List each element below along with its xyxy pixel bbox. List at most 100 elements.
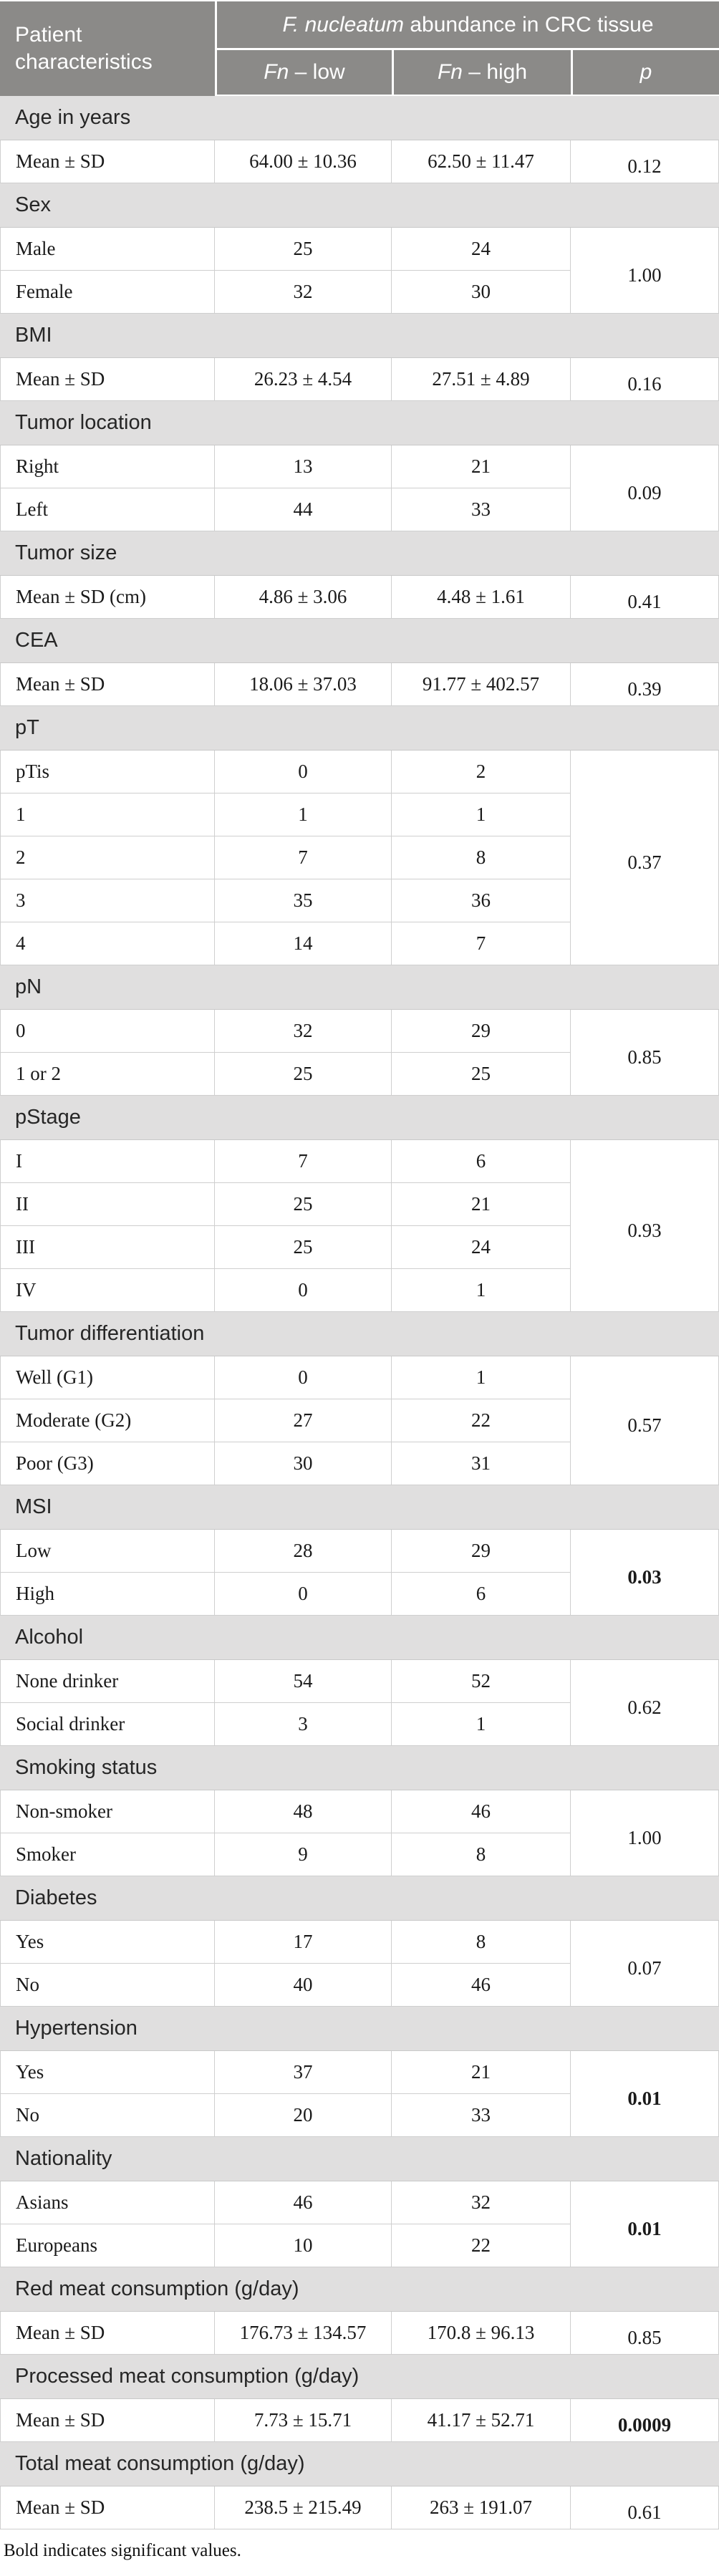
row-label-cell: Mean ± SD [0,2399,215,2442]
fn-low-value-cell: 238.5 ± 215.49 [215,2486,392,2529]
fn-low-value-cell: 14 [215,922,392,965]
p-value-cell: 0.61 [571,2486,719,2529]
fn-high-value-cell: 29 [392,1530,571,1573]
fn-low-value-cell: 28 [215,1530,392,1573]
fn-low-value-cell: 48 [215,1790,392,1833]
fn-low-value-cell: 0 [215,1356,392,1399]
section-label: Alcohol [0,1616,719,1660]
fn-high-value-cell: 46 [392,1964,571,2007]
row-label-cell: High [0,1573,215,1616]
fn-low-rest-text: – low [289,60,345,84]
table-row: pTis 0 2 0.37 [0,751,719,965]
table-footnote: Bold indicates significant values. [4,2541,241,2560]
row-label-cell: Right [0,445,215,488]
fn-low-value-cell: 40 [215,1964,392,2007]
fn-low-value-cell: 37 [215,2051,392,2094]
fn-high-value-cell: 8 [392,1921,571,1964]
section-header-row: pStage [0,1096,719,1140]
fn-low-value-cell: 20 [215,2094,392,2137]
header-row-1: Patient characteristics F. nucleatum abu… [0,1,719,96]
table-row: 0 32 29 0.85 [0,1010,719,1096]
fn-low-value-cell: 35 [215,879,392,922]
fn-low-value-cell: 13 [215,445,392,488]
fn-high-value-cell: 46 [392,1790,571,1833]
header-fn-low: Fn – low [215,50,392,96]
fn-low-value-cell: 17 [215,1921,392,1964]
table-row: II 25 21 [0,1183,719,1226]
row-label-cell: Mean ± SD [0,140,215,183]
row-label-cell: Social drinker [0,1703,215,1746]
p-value-cell: 0.37 [571,751,719,965]
section-header-row: Red meat consumption (g/day) [0,2267,719,2312]
table-row: Well (G1) 0 1 0.57 [0,1356,719,1485]
section-header-row: Tumor location [0,401,719,445]
table-row: Mean ± SD 64.00 ± 10.36 62.50 ± 11.47 0.12 [0,140,719,183]
row-label-cell: Mean ± SD [0,2486,215,2529]
table-header: Patient characteristics F. nucleatum abu… [0,1,719,96]
section-label: Total meat consumption (g/day) [0,2442,719,2486]
table-row: Mean ± SD (cm) 4.86 ± 3.06 4.48 ± 1.61 0.41 [0,576,719,619]
fn-low-value-cell: 54 [215,1660,392,1703]
table-row: 3 35 36 [0,879,719,922]
row-label-cell: pTis [0,751,215,793]
section-label: Diabetes [0,1876,719,1921]
table-row: 1 or 2 25 25 [0,1053,719,1096]
row-label-cell: Mean ± SD [0,2312,215,2355]
header-fn-high: Fn – high [392,50,571,96]
table-row: Mean ± SD 18.06 ± 37.03 91.77 ± 402.57 0.39 [0,663,719,706]
row-label-cell: Female [0,271,215,314]
section-header-row: BMI [0,314,719,358]
section-header-row: pT [0,706,719,751]
row-label-cell: 4 [0,922,215,965]
fn-high-value-cell: 6 [392,1140,571,1183]
row-label-cell: Mean ± SD (cm) [0,576,215,619]
table-row: Non-smoker 48 46 1.00 [0,1790,719,1876]
p-value-cell: 0.41 [571,576,719,619]
section-label: BMI [0,314,719,358]
table-row: Mean ± SD 26.23 ± 4.54 27.51 ± 4.89 0.16 [0,358,719,401]
fn-high-value-cell: 263 ± 191.07 [392,2486,571,2529]
section-header-row: Tumor differentiation [0,1312,719,1356]
fn-high-value-cell: 62.50 ± 11.47 [392,140,571,183]
fn-low-value-cell: 0 [215,1573,392,1616]
fn-italic-text: Fn [264,60,289,84]
table-body: Age in years Mean ± SD 64.00 ± 10.36 62.50 … [0,96,719,2529]
fn-high-value-cell: 33 [392,2094,571,2137]
fn-low-value-cell: 0 [215,1269,392,1312]
fn-high-value-cell: 1 [392,1703,571,1746]
fn-high-value-cell: 22 [392,1399,571,1442]
fn-high-rest-text: – high [462,60,528,84]
table-row: Smoker 9 8 [0,1833,719,1876]
header-p-value: p [571,50,719,96]
section-header-row: Processed meat consumption (g/day) [0,2355,719,2399]
fn-low-value-cell: 7 [215,836,392,879]
fn-high-value-cell: 33 [392,488,571,531]
table-row: Mean ± SD 7.73 ± 15.71 41.17 ± 52.71 0.0009 [0,2399,719,2442]
fn-high-value-cell: 24 [392,228,571,271]
table-row: Europeans 10 22 [0,2224,719,2267]
fn-high-value-cell: 4.48 ± 1.61 [392,576,571,619]
fn-low-value-cell: 7.73 ± 15.71 [215,2399,392,2442]
fn-high-value-cell: 21 [392,1183,571,1226]
section-header-row: Alcohol [0,1616,719,1660]
row-label-cell: Mean ± SD [0,663,215,706]
table-row: Low 28 29 0.03 [0,1530,719,1616]
p-value-cell: 0.01 [571,2181,719,2267]
fn-high-value-cell: 24 [392,1226,571,1269]
section-header-row: Hypertension [0,2007,719,2051]
row-label-cell: Male [0,228,215,271]
section-header-row: Age in years [0,96,719,140]
section-label: Age in years [0,96,719,140]
fn-low-value-cell: 10 [215,2224,392,2267]
row-label-cell: No [0,1964,215,2007]
table-row: No 20 33 [0,2094,719,2137]
fn-low-value-cell: 25 [215,1226,392,1269]
table-row: Left 44 33 [0,488,719,531]
fn-species-italic-text: F. nucleatum [282,12,404,37]
fn-low-value-cell: 32 [215,271,392,314]
fn-high-value-cell: 52 [392,1660,571,1703]
header-group-fn-abundance: F. nucleatum abundance in CRC tissue [215,1,719,50]
fn-high-value-cell: 2 [392,751,571,793]
fn-high-value-cell: 8 [392,1833,571,1876]
